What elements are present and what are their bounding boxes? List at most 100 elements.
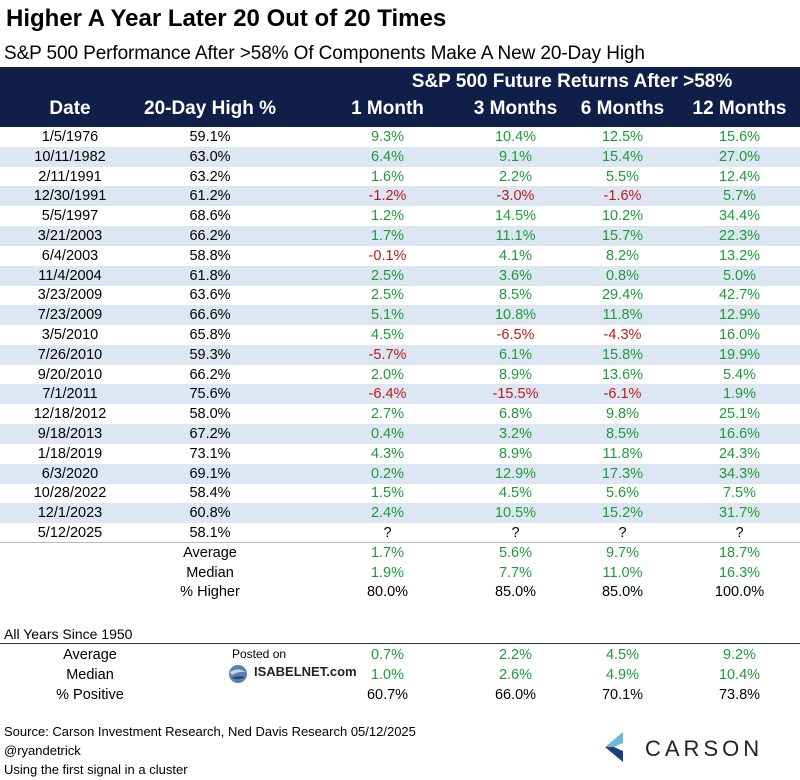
all-years-label-cell: Average	[63, 647, 117, 663]
table-row: 7/1/2011 75.6% -6.4% -15.5% -6.1% 1.9%	[0, 384, 800, 405]
ret-6m-cell: 9.8%	[605, 406, 640, 423]
table-row: 9/20/2010 66.2% 2.0% 8.9% 13.6% 5.4%	[0, 365, 800, 385]
table-row: 1/5/1976 59.1% 9.3% 10.4% 12.5% 15.6%	[0, 127, 800, 147]
summary-value: 1.7%	[370, 544, 405, 561]
high-pct-cell: 58.1%	[189, 525, 231, 541]
table-row: 6/4/2003 58.8% -0.1% 4.1% 8.2% 13.2%	[0, 246, 800, 266]
high-pct-cell: 69.1%	[189, 465, 231, 482]
ret-12m-cell: 12.4%	[718, 168, 761, 185]
date-cell: 7/1/2011	[42, 386, 98, 403]
author-handle: @ryandetrick	[4, 743, 81, 758]
high-pct-cell: 63.2%	[189, 168, 231, 185]
summary-row: Average 1.7% 5.6% 9.7% 18.7%	[0, 543, 800, 563]
table-row: 7/23/2009 66.6% 5.1% 10.8% 11.8% 12.9%	[0, 305, 800, 326]
all-years-row: Median 1.0% 2.6% 4.9% 10.4%	[0, 665, 800, 685]
summary-row: % Higher 80.0% 85.0% 85.0% 100.0%	[0, 582, 800, 602]
summary-value: 85.0%	[601, 584, 644, 601]
table-header: S&P 500 Future Returns After >58% Date 2…	[0, 67, 800, 127]
summary-value: 5.6%	[498, 544, 533, 561]
ret-12m-cell: 34.4%	[718, 208, 761, 225]
ret-1m-cell: 5.1%	[370, 307, 405, 324]
date-cell: 12/18/2012	[33, 406, 107, 423]
date-cell: 12/1/2023	[37, 505, 103, 522]
all-years-label-cell: % Positive	[56, 686, 124, 703]
summary-value: 16.3%	[718, 564, 761, 581]
table-row: 9/18/2013 67.2% 0.4% 3.2% 8.5% 16.6%	[0, 424, 800, 444]
ret-1m-cell: 1.7%	[370, 228, 405, 244]
ret-1m-cell: 2.4%	[370, 505, 405, 522]
high-pct-cell: 73.1%	[189, 445, 231, 462]
source-note: Source: Carson Investment Research, Ned …	[4, 724, 416, 739]
summary-row: Median 1.9% 7.7% 11.0% 16.3%	[0, 563, 800, 583]
col-header-6-months: 6 Months	[580, 98, 665, 119]
ret-3m-cell: 4.1%	[498, 247, 533, 264]
ret-3m-cell: -6.5%	[496, 327, 535, 343]
table-row: 10/11/1982 63.0% 6.4% 9.1% 15.4% 27.0%	[0, 146, 800, 167]
ret-3m-cell: 10.8%	[494, 307, 537, 324]
table-row: 3/21/2003 66.2% 1.7% 11.1% 15.7% 22.3%	[0, 226, 800, 246]
ret-3m-cell: 8.9%	[498, 445, 533, 462]
high-pct-cell: 58.8%	[189, 247, 231, 264]
high-pct-cell: 66.2%	[189, 228, 231, 244]
date-cell: 6/4/2003	[41, 247, 99, 264]
ret-1m-cell: 1.5%	[370, 485, 405, 502]
ret-12m-cell: 25.1%	[718, 406, 761, 423]
ret-6m-cell: 13.6%	[601, 366, 644, 383]
high-pct-cell: 59.3%	[189, 346, 231, 363]
ret-6m-cell: -4.3%	[603, 327, 642, 343]
date-cell: 9/18/2013	[37, 426, 103, 442]
ret-12m-cell: 5.0%	[722, 267, 757, 284]
table-row: 5/5/1997 68.6% 1.2% 14.5% 10.2% 34.4%	[0, 206, 800, 226]
date-cell: 7/26/2010	[37, 346, 103, 363]
date-cell: 2/11/1991	[38, 168, 102, 185]
all-years-value: 4.9%	[605, 666, 640, 683]
high-pct-cell: 66.6%	[189, 307, 231, 324]
date-cell: 10/28/2022	[33, 485, 107, 502]
ret-12m-cell: 7.5%	[722, 485, 757, 502]
watermark-site: ISABELNET.com	[254, 664, 357, 679]
ret-3m-cell: 8.5%	[498, 287, 533, 304]
date-cell: 5/5/1997	[41, 208, 99, 225]
all-years-value: 70.1%	[601, 686, 644, 703]
all-years-value: 9.2%	[722, 647, 757, 663]
all-years-row: Average 0.7% 2.2% 4.5% 9.2%	[0, 645, 800, 665]
summary-value: 9.7%	[605, 544, 640, 561]
ret-12m-cell: ?	[735, 525, 744, 541]
all-years-value: 60.7%	[366, 686, 409, 703]
date-cell: 7/23/2009	[37, 307, 103, 324]
isabelnet-globe-icon	[229, 665, 247, 683]
ret-3m-cell: 6.8%	[498, 406, 533, 423]
ret-3m-cell: 3.2%	[498, 426, 533, 442]
ret-3m-cell: 9.1%	[498, 148, 533, 165]
summary-value: 7.7%	[498, 564, 533, 581]
ret-3m-cell: 14.5%	[494, 208, 537, 225]
ret-3m-cell: 12.9%	[494, 465, 537, 482]
carson-logo-text: CARSON	[645, 736, 764, 761]
ret-3m-cell: 6.1%	[498, 346, 533, 363]
ret-12m-cell: 16.6%	[718, 426, 761, 442]
ret-6m-cell: 29.4%	[601, 287, 644, 304]
summary-value: 18.7%	[718, 544, 761, 561]
all-years-value: 66.0%	[494, 686, 537, 703]
col-header-20day-high: 20-Day High %	[144, 98, 276, 119]
date-cell: 3/5/2010	[41, 327, 99, 343]
ret-12m-cell: 24.3%	[718, 445, 761, 462]
all-years-label: All Years Since 1950	[4, 626, 133, 642]
ret-1m-cell: 1.6%	[370, 168, 405, 185]
table-row: 7/26/2010 59.3% -5.7% 6.1% 15.8% 19.9%	[0, 344, 800, 365]
col-header-date: Date	[49, 98, 91, 119]
ret-6m-cell: 11.8%	[602, 307, 643, 324]
all-years-value: 73.8%	[718, 686, 761, 703]
date-cell: 1/5/1976	[41, 129, 99, 145]
ret-12m-cell: 27.0%	[718, 148, 761, 165]
ret-6m-cell: -6.1%	[603, 386, 642, 403]
all-years-value: 1.0%	[370, 666, 405, 683]
carson-logo-icon	[605, 732, 623, 762]
all-years-value: 4.5%	[605, 647, 640, 663]
ret-6m-cell: 17.3%	[601, 465, 644, 482]
date-cell: 5/12/2025	[37, 525, 103, 541]
ret-1m-cell: 2.5%	[370, 267, 405, 284]
ret-1m-cell: -0.1%	[368, 247, 407, 264]
ret-1m-cell: -6.4%	[368, 386, 407, 403]
summary-value: 11.0%	[602, 564, 643, 581]
